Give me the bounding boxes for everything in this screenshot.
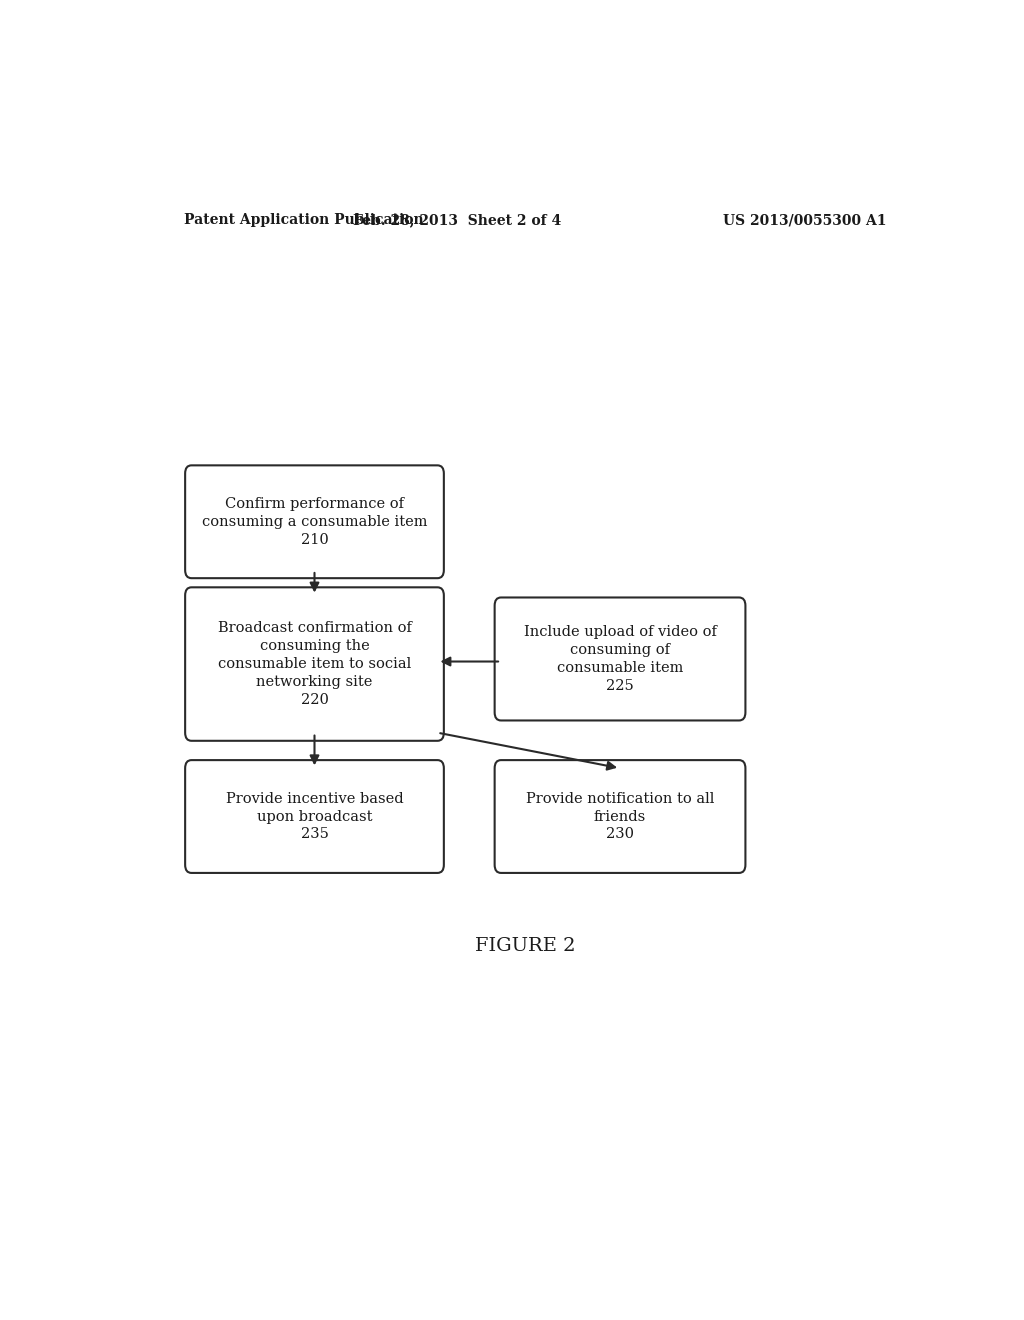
Text: Provide incentive based
upon broadcast
235: Provide incentive based upon broadcast 2… — [225, 792, 403, 841]
Text: Patent Application Publication: Patent Application Publication — [183, 214, 423, 227]
Text: US 2013/0055300 A1: US 2013/0055300 A1 — [723, 214, 887, 227]
FancyBboxPatch shape — [495, 760, 745, 873]
FancyBboxPatch shape — [495, 598, 745, 721]
FancyBboxPatch shape — [185, 587, 443, 741]
Text: Feb. 28, 2013  Sheet 2 of 4: Feb. 28, 2013 Sheet 2 of 4 — [353, 214, 561, 227]
FancyBboxPatch shape — [185, 760, 443, 873]
Text: Provide notification to all
friends
230: Provide notification to all friends 230 — [526, 792, 714, 841]
FancyBboxPatch shape — [185, 466, 443, 578]
Text: FIGURE 2: FIGURE 2 — [474, 937, 575, 956]
Text: Confirm performance of
consuming a consumable item
210: Confirm performance of consuming a consu… — [202, 496, 427, 546]
Text: Broadcast confirmation of
consuming the
consumable item to social
networking sit: Broadcast confirmation of consuming the … — [217, 622, 412, 706]
Text: Include upload of video of
consuming of
consumable item
225: Include upload of video of consuming of … — [523, 626, 717, 693]
